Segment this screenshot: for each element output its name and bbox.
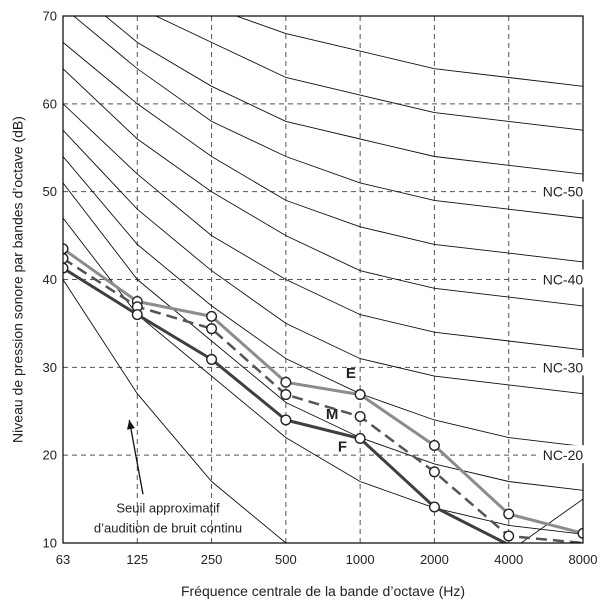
annotation-arrowhead	[126, 420, 135, 430]
nc-label-bg	[538, 181, 593, 200]
grid-lines	[63, 16, 583, 543]
nc-curve	[63, 156, 583, 447]
series-marker-f	[131, 309, 143, 321]
series-line-e	[63, 247, 583, 535]
nc-curve	[63, 182, 583, 491]
nc-curve	[63, 217, 583, 535]
threshold-annotation: Seuil approximatif d’audition de bruit co…	[94, 419, 242, 535]
y-tick-label: 50	[43, 184, 57, 199]
x-tick-label: 500	[275, 552, 297, 567]
series-marker-e	[354, 389, 366, 401]
series-marker-f	[206, 353, 218, 365]
series-marker-e	[428, 440, 440, 452]
nc-curve	[104, 16, 583, 175]
y-tick-label: 60	[43, 96, 57, 111]
series-marker-e	[503, 508, 515, 520]
nc-curve	[72, 16, 583, 219]
series-letter-e: E	[346, 365, 356, 382]
nc-label: NC-50	[543, 184, 584, 200]
nc-curve	[154, 16, 583, 131]
y-tick-label: 40	[43, 272, 57, 287]
series-marker-f	[280, 414, 292, 426]
x-tick-labels: 63 125 250 500 1000 2000 4000 8000	[56, 552, 598, 567]
y-axis-title: Niveau de pression sonore par bandes d’o…	[10, 116, 26, 443]
y-tick-label: 20	[43, 448, 57, 463]
x-tick-label: 1000	[346, 552, 375, 567]
nc-curve	[63, 129, 583, 395]
series-letter-f: F	[338, 439, 347, 456]
x-tick-label: 125	[126, 552, 148, 567]
nc-label-bg	[538, 269, 593, 288]
y-tick-label: 10	[43, 536, 57, 551]
nc-label: NC-40	[543, 272, 584, 288]
x-tick-label: 2000	[420, 552, 449, 567]
series-marker-e	[280, 376, 292, 388]
series-line-m	[63, 257, 583, 543]
nc-curve	[63, 42, 583, 263]
series-marker-m	[428, 466, 440, 478]
x-tick-label: 63	[56, 552, 70, 567]
series-marker-e	[577, 527, 583, 539]
series-marker-f	[428, 501, 440, 513]
nc-curves	[63, 16, 583, 535]
x-axis-title: Fréquence centrale de la bande d’octave …	[181, 583, 465, 599]
nc-label-bg	[538, 445, 593, 464]
series-line-f	[63, 266, 509, 543]
series-marker-m	[354, 411, 366, 423]
data-series	[63, 243, 583, 543]
y-tick-label: 70	[43, 9, 57, 24]
x-tick-label: 250	[201, 552, 223, 567]
nc-curve	[63, 68, 583, 307]
nc-label-bg	[538, 357, 593, 376]
nc-curve	[235, 16, 583, 87]
nc-label: NC-20	[543, 447, 584, 463]
threshold-annotation-line: d’audition de bruit continu	[94, 520, 242, 535]
series-marker-m	[206, 323, 218, 335]
series-marker-m	[280, 389, 292, 401]
nc-curve	[63, 103, 583, 351]
threshold-curve	[63, 279, 583, 543]
annotation-arrow	[128, 419, 144, 495]
nc-curve-labels: NC-50 NC-40 NC-30 NC-20	[538, 181, 593, 464]
series-marker-e	[206, 310, 218, 322]
series-marker-m	[503, 530, 515, 542]
y-tick-label: 30	[43, 360, 57, 375]
nc-label: NC-30	[543, 359, 584, 375]
x-tick-label: 8000	[569, 552, 598, 567]
series-letter-labels: E MF	[326, 365, 356, 456]
threshold-annotation-line: Seuil approximatif	[116, 500, 220, 515]
series-letter-m: M	[326, 406, 339, 423]
y-tick-labels: 10 20 30 40 50 60 70	[43, 9, 57, 551]
x-tick-label: 4000	[494, 552, 523, 567]
threshold-line	[63, 279, 583, 543]
series-marker-f	[354, 432, 366, 444]
